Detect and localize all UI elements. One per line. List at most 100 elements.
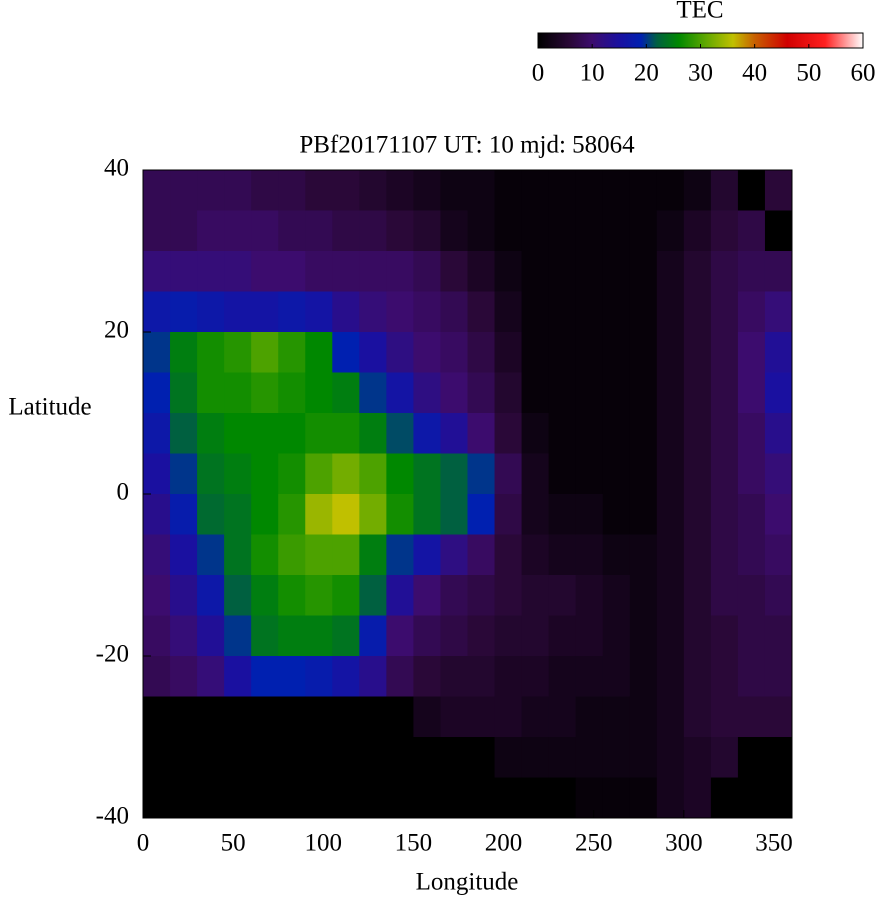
heatmap-cell — [737, 251, 766, 292]
heatmap-cell — [413, 413, 441, 454]
heatmap-cell — [629, 615, 658, 657]
heatmap-cell — [602, 777, 631, 819]
heatmap-cell — [251, 170, 279, 211]
heatmap-cell — [737, 696, 766, 738]
heatmap-cell — [602, 494, 631, 535]
heatmap-cell — [656, 656, 685, 697]
heatmap-cell — [251, 413, 279, 454]
heatmap-cell — [656, 170, 685, 211]
y-tick-label: 0 — [117, 479, 130, 506]
heatmap-cell — [602, 291, 631, 333]
heatmap-cell — [494, 737, 523, 778]
heatmap-cell — [683, 251, 712, 292]
heatmap-cell — [332, 413, 360, 454]
heatmap-cell — [548, 494, 577, 535]
heatmap-cell — [332, 453, 360, 495]
heatmap-cell — [224, 170, 252, 211]
heatmap-cell — [602, 210, 631, 252]
heatmap-cell — [224, 777, 252, 819]
heatmap-cell — [629, 332, 658, 373]
heatmap-cell — [548, 251, 577, 292]
heatmap-cell — [764, 534, 793, 576]
heatmap-cell — [440, 413, 468, 454]
colorbar-tick-label: 20 — [634, 60, 659, 87]
heatmap-cell — [197, 413, 225, 454]
heatmap-cell — [413, 170, 441, 211]
heatmap-cell — [386, 251, 414, 292]
heatmap-cell — [440, 494, 468, 535]
heatmap-cell — [278, 453, 306, 495]
heatmap-cell — [359, 494, 387, 535]
heatmap-cell — [251, 332, 279, 373]
heatmap-cell — [602, 696, 631, 738]
heatmap-cell — [575, 210, 604, 252]
heatmap-cell — [629, 737, 658, 778]
heatmap-cell — [521, 332, 550, 373]
heatmap-cell — [386, 494, 414, 535]
heatmap-cell — [251, 251, 279, 292]
heatmap-cell — [170, 737, 198, 778]
heatmap-cell — [386, 656, 414, 697]
heatmap-cell — [467, 494, 496, 535]
heatmap-cell — [602, 170, 631, 211]
heatmap-cell — [710, 291, 739, 333]
heatmap-cell — [440, 615, 468, 657]
heatmap-cell — [305, 777, 333, 819]
heatmap-cell — [413, 494, 441, 535]
heatmap-cell — [683, 291, 712, 333]
y-tick-label: 40 — [104, 155, 129, 182]
heatmap-cell — [332, 251, 360, 292]
heatmap-cell — [413, 251, 441, 292]
heatmap-cell — [332, 534, 360, 576]
heatmap-cell — [521, 453, 550, 495]
heatmap-cell — [359, 372, 387, 414]
heatmap-cell — [305, 372, 333, 414]
x-tick-label: 50 — [221, 830, 246, 857]
heatmap-cell — [305, 413, 333, 454]
heatmap-cell — [386, 575, 414, 616]
heatmap-cell — [359, 696, 387, 738]
heatmap-cell — [197, 777, 225, 819]
heatmap-cell — [494, 453, 523, 495]
heatmap-cell — [764, 656, 793, 697]
heatmap-cell — [467, 615, 496, 657]
heatmap-cell — [305, 656, 333, 697]
heatmap-cell — [278, 494, 306, 535]
heatmap-cell — [521, 777, 550, 819]
heatmap-cell — [224, 453, 252, 495]
heatmap-cell — [170, 251, 198, 292]
heatmap-cell — [521, 291, 550, 333]
x-tick-label: 350 — [755, 830, 793, 857]
heatmap-cell — [467, 170, 496, 211]
heatmap-cell — [710, 737, 739, 778]
heatmap-cell — [737, 332, 766, 373]
heatmap-cell — [656, 534, 685, 576]
heatmap-cell — [764, 494, 793, 535]
colorbar-tick-label: 10 — [580, 60, 605, 87]
heatmap-cell — [575, 575, 604, 616]
heatmap-cell — [332, 291, 360, 333]
heatmap-cell — [143, 251, 171, 292]
heatmap-cell — [278, 210, 306, 252]
heatmap-cell — [305, 170, 333, 211]
heatmap-cell — [170, 453, 198, 495]
heatmap-cell — [548, 656, 577, 697]
heatmap-cell — [413, 291, 441, 333]
heatmap-cell — [602, 615, 631, 657]
heatmap-cell — [494, 494, 523, 535]
heatmap-cell — [494, 656, 523, 697]
heatmap-cell — [494, 696, 523, 738]
heatmap-cell — [710, 575, 739, 616]
heatmap-cell — [494, 210, 523, 252]
heatmap-cell — [359, 332, 387, 373]
heatmap-cell — [521, 251, 550, 292]
heatmap-cell — [440, 372, 468, 414]
heatmap-cell — [197, 534, 225, 576]
heatmap-cell — [359, 170, 387, 211]
heatmap-cell — [305, 534, 333, 576]
heatmap-cell — [575, 291, 604, 333]
heatmap-cell — [224, 575, 252, 616]
heatmap-cell — [197, 737, 225, 778]
heatmap-cell — [629, 372, 658, 414]
heatmap-cell — [440, 534, 468, 576]
